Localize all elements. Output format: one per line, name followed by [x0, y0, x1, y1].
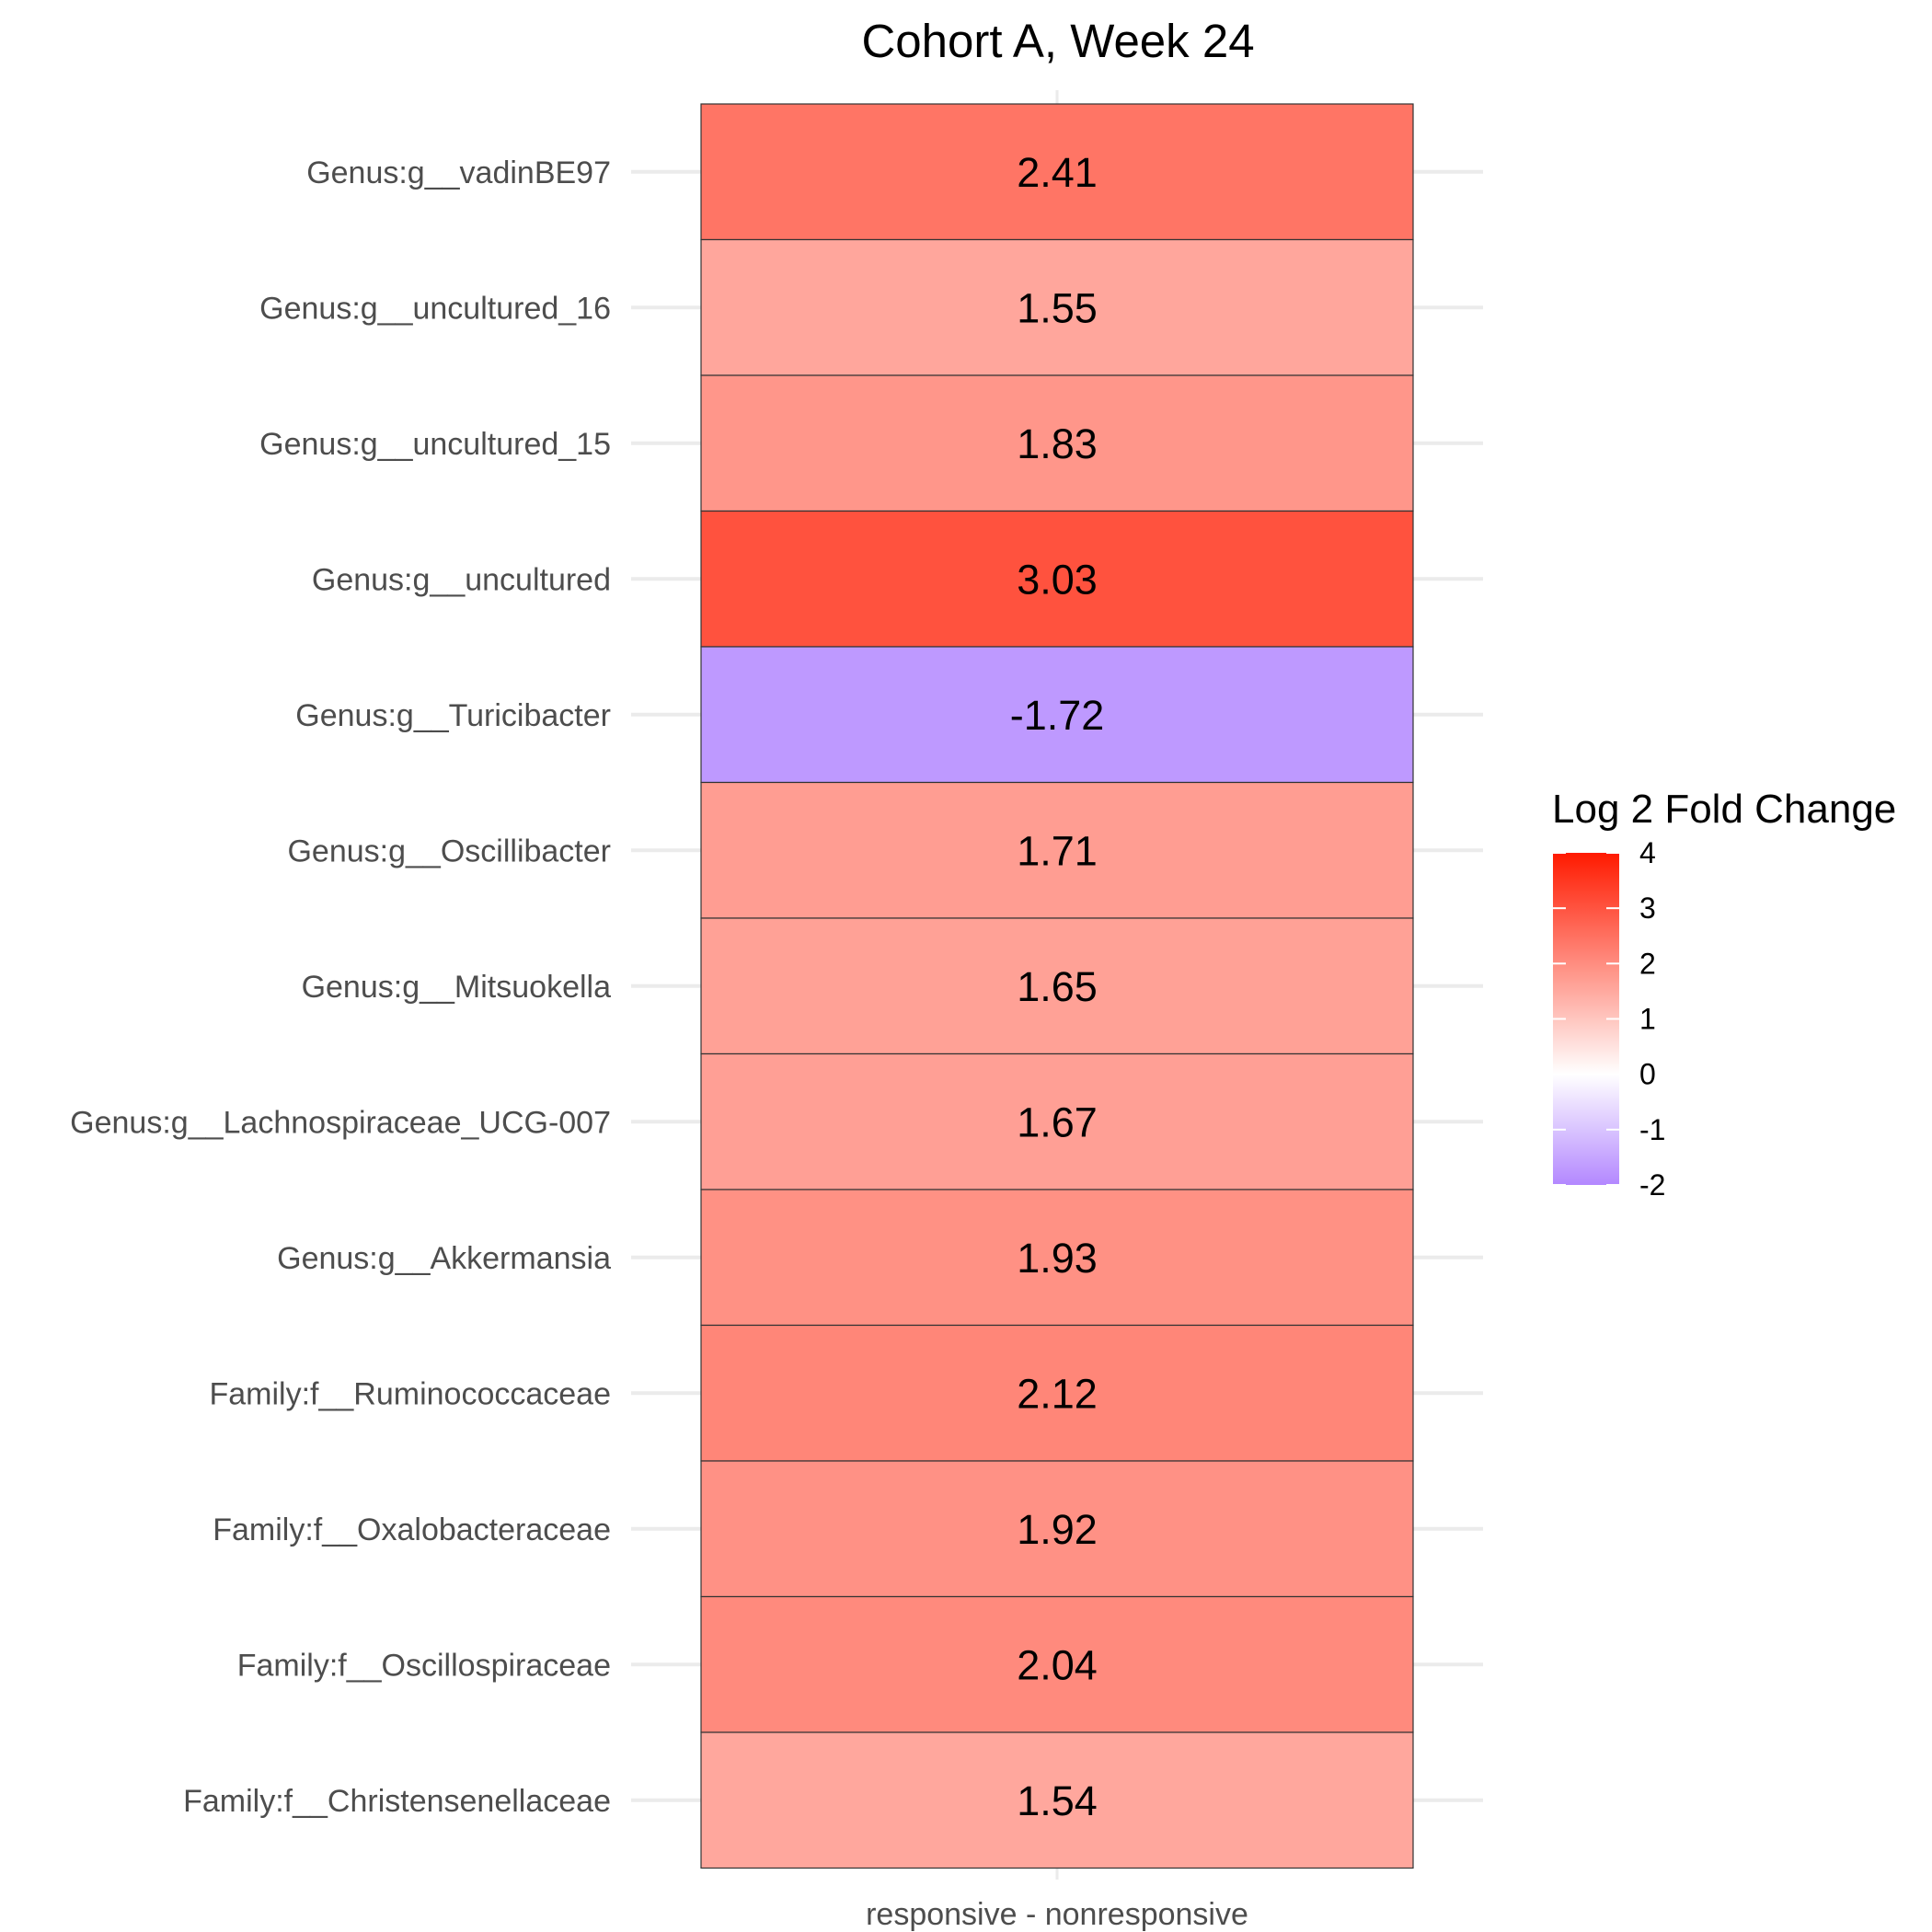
cell-value-label: 2.12: [1017, 1370, 1098, 1417]
heatmap-cell: [700, 1324, 1414, 1462]
cell-value-label: -1.72: [1010, 692, 1105, 739]
heatmap-cell: [700, 1731, 1414, 1869]
heatmap-cell: [700, 781, 1414, 919]
heatmap-cell: [700, 646, 1414, 784]
legend-tick-label: 3: [1639, 891, 1656, 925]
cell-value-label: 1.55: [1017, 284, 1098, 331]
legend-title: Log 2 Fold Change: [1552, 787, 1896, 832]
heatmap-cell: [700, 374, 1414, 512]
row-label: Family:f__Oxalobacteraceae: [213, 1512, 611, 1547]
heatmap-cell: [700, 917, 1414, 1055]
cell-value-label: 1.71: [1017, 827, 1098, 874]
heatmap-cell: [700, 1595, 1414, 1733]
x-axis: responsive - nonresponsive: [866, 1897, 1248, 1932]
row-label: Genus:g__uncultured: [312, 562, 611, 597]
cell-value-label: 1.92: [1017, 1506, 1098, 1553]
legend-tick-label: 2: [1639, 947, 1656, 980]
x-tick-label: responsive - nonresponsive: [866, 1897, 1248, 1932]
legend-tick-label: 0: [1639, 1058, 1656, 1091]
heatmap-cell: [700, 1052, 1414, 1190]
cell-value-label: 1.54: [1017, 1777, 1098, 1824]
row-label: Family:f__Christensenellaceae: [183, 1784, 611, 1819]
cell-value-label: 1.67: [1017, 1098, 1098, 1145]
legend-tick-label: -1: [1639, 1113, 1665, 1146]
legend-tick-label: 4: [1639, 836, 1656, 869]
heatmap-cell: [700, 1189, 1414, 1327]
cell-value-label: 1.93: [1017, 1235, 1098, 1282]
cell-value-label: 2.41: [1017, 149, 1098, 196]
legend-tick-label: 1: [1639, 1003, 1656, 1036]
cell-value-label: 1.83: [1017, 420, 1098, 467]
legend-tick-label: -2: [1639, 1168, 1665, 1202]
row-label: Genus:g__Oscillibacter: [287, 834, 611, 868]
cell-value-label: 2.04: [1017, 1641, 1098, 1688]
row-label: Genus:g__uncultured_15: [259, 427, 611, 462]
heatmap-cell: [700, 238, 1414, 376]
row-label: Genus:g__Lachnospiraceae_UCG-007: [70, 1105, 611, 1140]
row-label: Genus:g__vadinBE97: [306, 155, 611, 190]
heatmap-cell: [700, 103, 1414, 241]
heatmap-cell: [700, 510, 1414, 648]
row-label: Genus:g__Turicibacter: [295, 698, 611, 733]
heatmap-cells: 2.41 1.55 1.83 3.03 -1.72 1.71 1.65 1.67 1.93 2.1…: [700, 103, 1414, 1869]
row-label: Family:f__Oscillospiraceae: [237, 1648, 611, 1683]
row-label: Genus:g__Mitsuokella: [302, 970, 612, 1005]
row-labels: Genus:g__vadinBE97 Genus:g__uncultured_16…: [70, 155, 611, 1819]
heatmap-cell: [700, 1460, 1414, 1598]
cell-value-label: 3.03: [1017, 556, 1098, 603]
row-label: Family:f__Ruminococcaceae: [209, 1376, 611, 1411]
chart-title: Cohort A, Week 24: [861, 15, 1254, 67]
legend: Log 2 Fold Change 4 3 2 1 0 -1 -2: [1552, 787, 1896, 1202]
row-label: Genus:g__uncultured_16: [259, 291, 611, 326]
row-label: Genus:g__Akkermansia: [277, 1241, 611, 1276]
cell-value-label: 1.65: [1017, 963, 1098, 1010]
